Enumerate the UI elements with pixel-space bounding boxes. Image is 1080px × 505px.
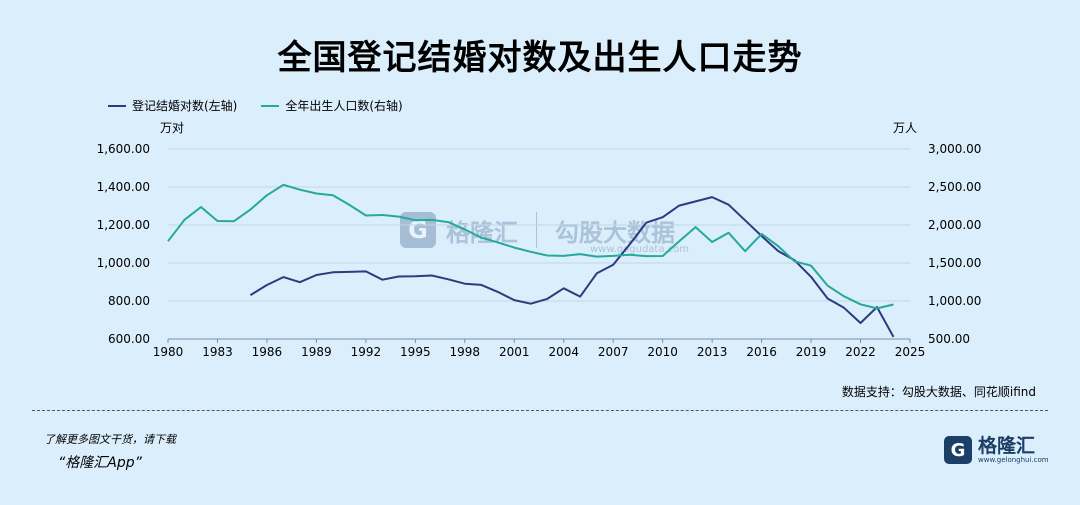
x-tick-label: 2010 [647,345,678,359]
y-left-tick-label: 600.00 [108,332,150,346]
legend-swatch-marriages [108,104,126,107]
y-right-tick-label: 3,000.00 [928,142,981,156]
x-tick-label: 1986 [252,345,283,359]
legend: 登记结婚对数(左轴) 全年出生人口数(右轴) [108,97,403,114]
x-tick-label: 1992 [351,345,382,359]
brand-logo-name: 格隆汇 [978,435,1036,457]
chart-title: 全国登记结婚对数及出生人口走势 [277,38,803,78]
footer-app-name: “格隆汇App” [58,455,142,471]
y-right-tick-label: 500.00 [928,332,970,346]
watermark-brand: 勾股大数据 [555,218,675,247]
watermark-logo-icon: G [400,212,436,248]
legend-swatch-births [261,104,280,107]
x-tick-label: 2004 [548,345,579,359]
brand-logo-url: www.gelonghui.com [978,456,1049,464]
footer-note: 了解更多图文干货，请下载 [44,433,176,446]
legend-item-marriages: 登记结婚对数(左轴) [108,97,237,114]
watermark-separator [536,212,537,248]
y-left-tick-label: 1,000.00 [97,256,150,270]
x-tick-label: 2013 [697,345,728,359]
y-right-tick-label: 1,000.00 [928,294,981,308]
left-axis-unit: 万对 [160,121,185,135]
x-tick-label: 1998 [450,345,481,359]
x-tick-label: 2007 [598,345,629,359]
y-right-tick-label: 2,000.00 [928,218,981,232]
data-source: 数据支持：勾股大数据、同花顺ifind [841,385,1036,399]
brand-logo: G 格隆汇 www.gelonghui.com [944,436,1049,464]
x-tick-label: 2025 [895,345,926,359]
x-tick-label: 2016 [746,345,777,359]
legend-item-births: 全年出生人口数(右轴) [261,97,403,114]
x-tick-label: 1995 [400,345,431,359]
watermark: G 格隆汇 勾股大数据 www.gogudata.com [400,212,689,255]
y-left-tick-label: 800.00 [108,294,150,308]
x-tick-label: 1980 [153,345,184,359]
x-tick-label: 2019 [796,345,827,359]
watermark-name: 格隆汇 [446,218,518,247]
legend-label-marriages: 登记结婚对数(左轴) [132,99,238,113]
y-left-tick-label: 1,200.00 [97,218,150,232]
brand-logo-icon: G [944,436,972,464]
y-left-tick-label: 1,400.00 [97,180,150,194]
watermark-url: www.gogudata.com [590,244,690,255]
y-right-tick-label: 2,500.00 [928,180,981,194]
births-line [167,183,894,310]
y-left-tick-label: 1,600.00 [97,142,150,156]
y-right-tick-label: 1,500.00 [928,256,981,270]
x-tick-label: 2022 [845,345,876,359]
x-tick-label: 1983 [202,345,233,359]
footer-divider [32,410,1048,411]
x-tick-label: 1989 [301,345,332,359]
legend-label-births: 全年出生人口数(右轴) [285,99,403,113]
x-tick-label: 2001 [499,345,530,359]
marriages-line [249,196,895,338]
right-axis-unit: 万人 [893,121,918,135]
